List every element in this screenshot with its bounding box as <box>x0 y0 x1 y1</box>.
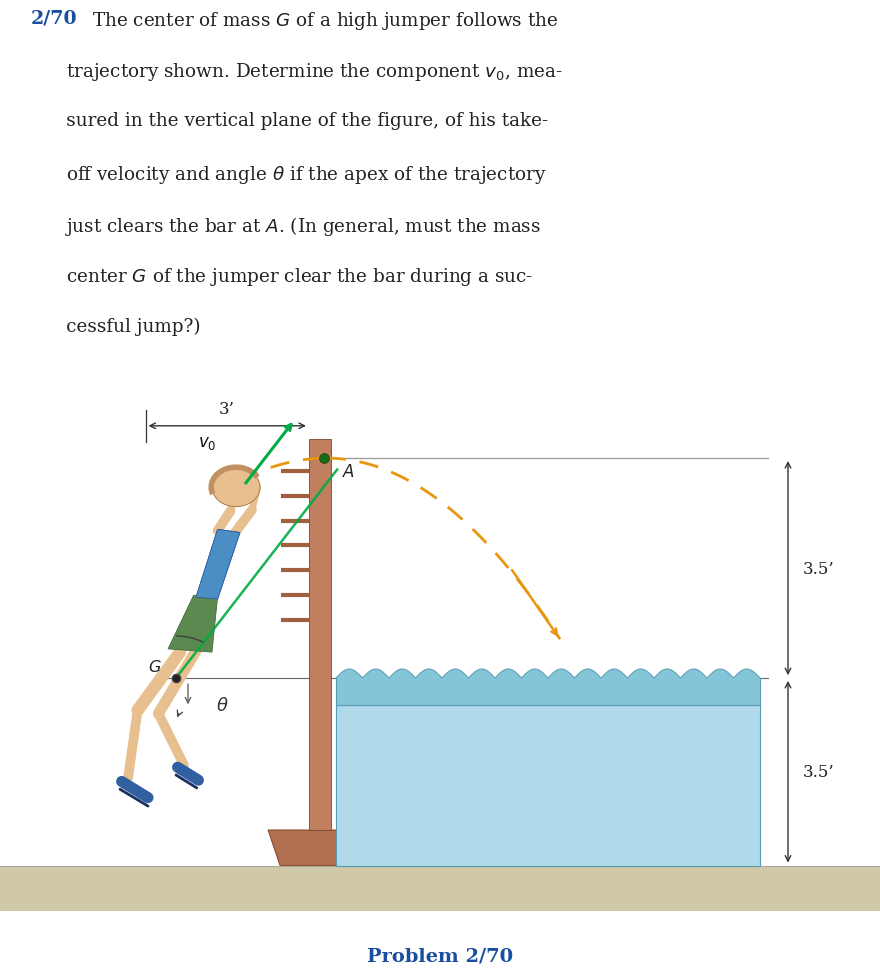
Text: just clears the bar at $A$. (In general, must the mass: just clears the bar at $A$. (In general,… <box>31 215 540 237</box>
Text: $A$: $A$ <box>341 464 355 481</box>
Polygon shape <box>168 596 217 652</box>
Text: center $G$ of the jumper clear the bar during a suc-: center $G$ of the jumper clear the bar d… <box>31 266 533 288</box>
Polygon shape <box>196 530 240 600</box>
Text: The center of mass $G$ of a high jumper follows the: The center of mass $G$ of a high jumper … <box>92 10 558 32</box>
Circle shape <box>212 468 260 507</box>
Text: 3.5’: 3.5’ <box>803 560 834 577</box>
Polygon shape <box>268 830 372 865</box>
Text: 3.5’: 3.5’ <box>803 764 834 780</box>
Polygon shape <box>309 439 331 830</box>
Text: sured in the vertical plane of the figure, of his take-: sured in the vertical plane of the figur… <box>31 112 548 130</box>
Polygon shape <box>336 705 760 865</box>
Polygon shape <box>196 530 240 600</box>
Text: $v_0$: $v_0$ <box>197 434 216 452</box>
Text: $G$: $G$ <box>148 658 162 675</box>
Text: 3’: 3’ <box>219 400 235 418</box>
Text: Problem 2/70: Problem 2/70 <box>367 947 513 964</box>
Text: 2/70: 2/70 <box>31 10 77 28</box>
Text: cessful jump?): cessful jump?) <box>31 318 201 335</box>
Text: $\theta$: $\theta$ <box>216 697 229 714</box>
Text: trajectory shown. Determine the component $v_0$, mea-: trajectory shown. Determine the componen… <box>31 61 562 83</box>
Polygon shape <box>0 865 880 911</box>
Text: off velocity and angle $\theta$ if the apex of the trajectory: off velocity and angle $\theta$ if the a… <box>31 164 546 185</box>
